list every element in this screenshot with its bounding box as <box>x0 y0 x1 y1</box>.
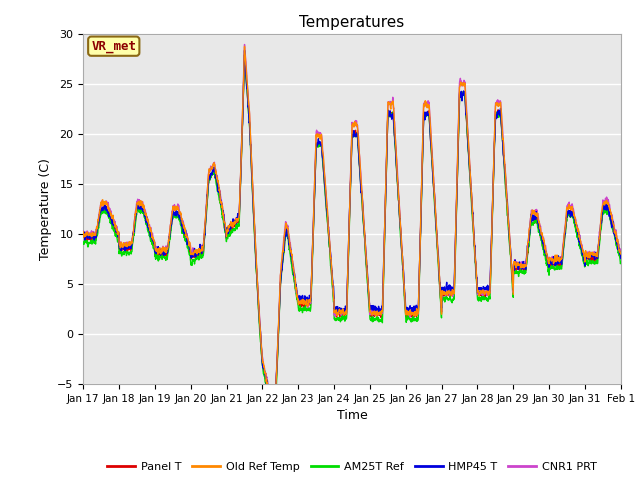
AM25T Ref <box>79 239 87 245</box>
HMP45 T <box>286 243 294 249</box>
Old Ref Temp <box>173 207 180 213</box>
Panel T <box>79 233 87 239</box>
HMP45 T <box>617 255 625 261</box>
HMP45 T <box>173 212 180 218</box>
Panel T <box>286 246 294 252</box>
Title: Temperatures: Temperatures <box>300 15 404 30</box>
HMP45 T <box>607 217 614 223</box>
Old Ref Temp <box>286 240 294 246</box>
Panel T <box>241 52 248 58</box>
Old Ref Temp <box>549 256 557 262</box>
HMP45 T <box>241 48 248 53</box>
Old Ref Temp <box>617 251 625 257</box>
CNR1 PRT <box>286 240 294 246</box>
CNR1 PRT <box>607 210 614 216</box>
AM25T Ref <box>309 238 317 243</box>
Y-axis label: Temperature (C): Temperature (C) <box>38 158 52 260</box>
Old Ref Temp <box>79 229 87 235</box>
HMP45 T <box>309 233 317 239</box>
Old Ref Temp <box>141 207 148 213</box>
Line: AM25T Ref: AM25T Ref <box>83 55 621 418</box>
CNR1 PRT <box>141 207 148 213</box>
Old Ref Temp <box>241 44 248 49</box>
CNR1 PRT <box>173 204 180 210</box>
X-axis label: Time: Time <box>337 409 367 422</box>
HMP45 T <box>79 234 87 240</box>
HMP45 T <box>269 411 277 417</box>
Panel T <box>549 262 557 267</box>
Line: Old Ref Temp: Old Ref Temp <box>83 47 621 410</box>
Line: HMP45 T: HMP45 T <box>83 50 621 414</box>
CNR1 PRT <box>549 257 557 263</box>
AM25T Ref <box>141 215 148 220</box>
CNR1 PRT <box>309 231 317 237</box>
CNR1 PRT <box>241 42 248 48</box>
Panel T <box>173 210 180 216</box>
Panel T <box>141 212 148 218</box>
AM25T Ref <box>269 415 277 420</box>
HMP45 T <box>549 260 557 265</box>
Panel T <box>269 411 276 417</box>
AM25T Ref <box>549 264 557 269</box>
Old Ref Temp <box>269 407 276 413</box>
Old Ref Temp <box>607 208 614 214</box>
CNR1 PRT <box>79 228 87 234</box>
Old Ref Temp <box>309 234 317 240</box>
AM25T Ref <box>173 213 180 218</box>
Legend: Panel T, Old Ref Temp, AM25T Ref, HMP45 T, CNR1 PRT: Panel T, Old Ref Temp, AM25T Ref, HMP45 … <box>103 457 601 477</box>
Text: VR_met: VR_met <box>92 40 136 53</box>
AM25T Ref <box>607 218 614 224</box>
AM25T Ref <box>617 260 625 266</box>
HMP45 T <box>141 211 148 216</box>
CNR1 PRT <box>269 406 277 411</box>
Panel T <box>617 253 625 259</box>
CNR1 PRT <box>617 251 625 257</box>
Panel T <box>309 235 317 241</box>
AM25T Ref <box>241 52 248 58</box>
Line: Panel T: Panel T <box>83 55 621 414</box>
Panel T <box>607 215 614 221</box>
AM25T Ref <box>286 246 294 252</box>
Line: CNR1 PRT: CNR1 PRT <box>83 45 621 408</box>
